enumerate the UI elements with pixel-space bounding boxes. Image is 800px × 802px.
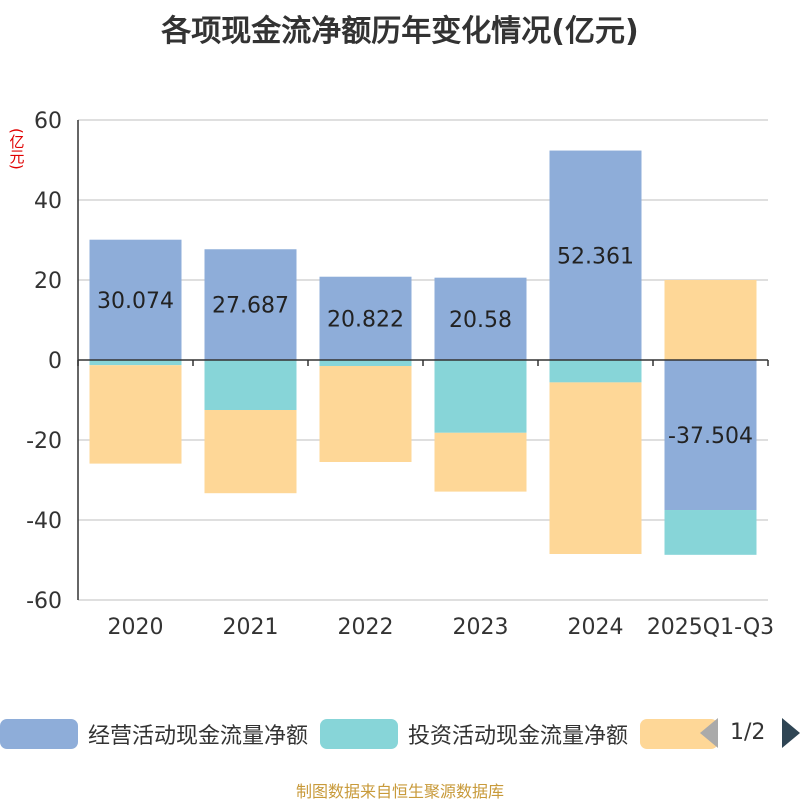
x-tick-label: 2023	[453, 615, 509, 640]
bar-investing[interactable]	[204, 360, 297, 410]
x-tick-label: 2021	[223, 615, 279, 640]
y-tick-label: 60	[34, 109, 62, 134]
y-tick-label: -40	[26, 509, 62, 534]
chart-title: 各项现金流净额历年变化情况(亿元)	[161, 14, 639, 49]
bar-financing[interactable]	[434, 432, 527, 492]
legend-item-investing[interactable]: 投资活动现金流量净额	[320, 714, 628, 754]
y-tick-label: -20	[26, 429, 62, 454]
y-axis-unit-label: (亿元)	[7, 128, 26, 170]
bar-financing[interactable]	[549, 382, 642, 554]
bar-investing[interactable]	[434, 360, 527, 433]
legend-next-page-icon[interactable]	[782, 718, 800, 748]
x-tick-label: 2022	[338, 615, 394, 640]
legend-page-indicator: 1/2	[730, 720, 766, 745]
bar-operating[interactable]	[434, 277, 527, 360]
bar-financing[interactable]	[204, 410, 297, 494]
axis-layer: 60 40 20 0 -20 -40 -60 2020 2021 2022 2023 2024 2025…	[26, 109, 774, 640]
y-tick-label: 20	[34, 269, 62, 294]
legend-swatch-investing	[320, 719, 398, 749]
y-tick-label: 0	[48, 349, 62, 374]
data-label: 30.074	[97, 289, 174, 314]
legend: 经营活动现金流量净额 投资活动现金流量净额 1/2	[0, 714, 800, 754]
bar-investing[interactable]	[549, 360, 642, 383]
bar-investing[interactable]	[319, 360, 412, 366]
y-tick-label: -60	[26, 589, 62, 614]
grid-layer	[78, 119, 768, 601]
legend-swatch-operating	[0, 719, 78, 749]
x-tick-label: 2025Q1-Q3	[647, 615, 774, 640]
legend-prev-page-icon[interactable]	[700, 718, 718, 748]
data-label: 27.687	[212, 294, 289, 319]
legend-label-investing: 投资活动现金流量净额	[408, 724, 629, 749]
cash-flow-chart: 60 40 20 0 -20 -40 -60 2020 2021 2022 2023 2024 2025…	[26, 109, 774, 640]
bar-operating[interactable]	[204, 249, 297, 360]
y-tick-label: 40	[34, 189, 62, 214]
legend-item-operating[interactable]: 经营活动现金流量净额	[0, 714, 308, 754]
bar-layer	[89, 150, 757, 555]
source-note: 制图数据来自恒生聚源数据库	[295, 782, 504, 801]
x-tick-label: 2024	[568, 615, 624, 640]
data-label: 20.822	[327, 307, 404, 332]
bar-financing[interactable]	[319, 366, 412, 462]
data-label: -37.504	[668, 424, 753, 449]
x-tick-label: 2020	[108, 615, 164, 640]
bar-investing[interactable]	[89, 360, 182, 366]
bar-operating[interactable]	[664, 360, 757, 511]
label-layer: 30.074 27.687 20.822 20.58 52.361 -37.504	[97, 244, 753, 449]
bar-investing[interactable]	[664, 510, 757, 555]
bar-financing[interactable]	[664, 280, 757, 360]
data-label: 20.58	[449, 308, 512, 333]
bar-operating[interactable]	[89, 239, 182, 360]
bar-financing[interactable]	[89, 365, 182, 464]
bar-operating[interactable]	[319, 276, 412, 360]
bar-operating[interactable]	[549, 150, 642, 360]
data-label: 52.361	[557, 244, 634, 269]
legend-label-operating: 经营活动现金流量净额	[88, 724, 309, 749]
